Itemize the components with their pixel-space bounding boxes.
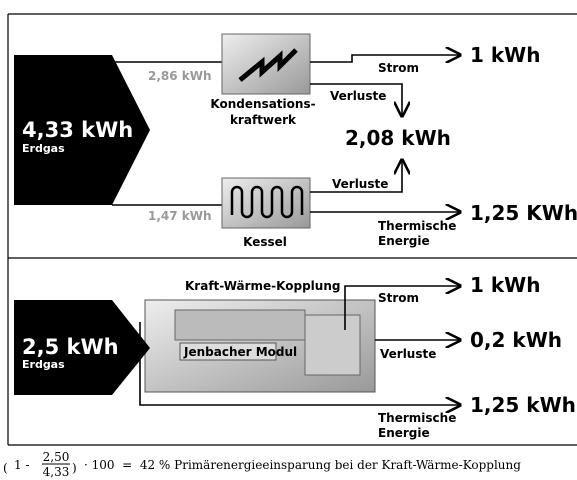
loss-label: Verluste [330,89,386,103]
output-label: Thermische [378,219,456,233]
plant-icon [222,34,310,94]
output-label: Energie [378,234,430,248]
plant-name: Kondensations- [210,97,315,111]
diagram: 4,33 kWh Erdgas 2,86 kWh Kondensations- … [0,0,577,480]
loss-label: Verluste [332,177,388,191]
input-label: Erdgas [22,142,65,155]
formula-text: · 100 = 42 % Primärenergieeinsparung bei… [84,458,521,472]
module-label: Jenbacher Modul [183,345,297,359]
output-label: Energie [378,426,430,440]
input-label: Erdgas [22,358,65,371]
boiler-name: Kessel [243,235,287,249]
output-value: 1,25 kWh [470,393,576,417]
paren: ) [72,461,77,475]
section-title: Kraft-Wärme-Kopplung [185,279,340,293]
formula-numerator: 2,50 [43,450,70,464]
paren: ( [3,461,8,475]
output-value: 1,25 KWh [470,201,577,225]
input-value: 2,5 kWh [22,335,119,359]
output-value: 0,2 kWh [470,328,562,352]
boiler-icon [222,178,310,228]
output-label: Strom [378,61,419,75]
formula-denominator: 4,33 [43,465,70,479]
output-value: 1 kWh [470,273,540,297]
engine-part [305,315,360,375]
output-label: Thermische [378,411,456,425]
loss-total: 2,08 kWh [345,126,451,150]
formula-prefix: 1 - [14,458,30,472]
output-label: Strom [378,291,419,305]
boiler-input: 1,47 kWh [148,209,212,223]
engine-part [175,310,305,340]
plant-name: kraftwerk [230,113,297,127]
output-label: Verluste [380,347,436,361]
plant-input: 2,86 kWh [148,69,212,83]
output-value: 1 kWh [470,43,540,67]
input-value: 4,33 kWh [22,118,133,142]
